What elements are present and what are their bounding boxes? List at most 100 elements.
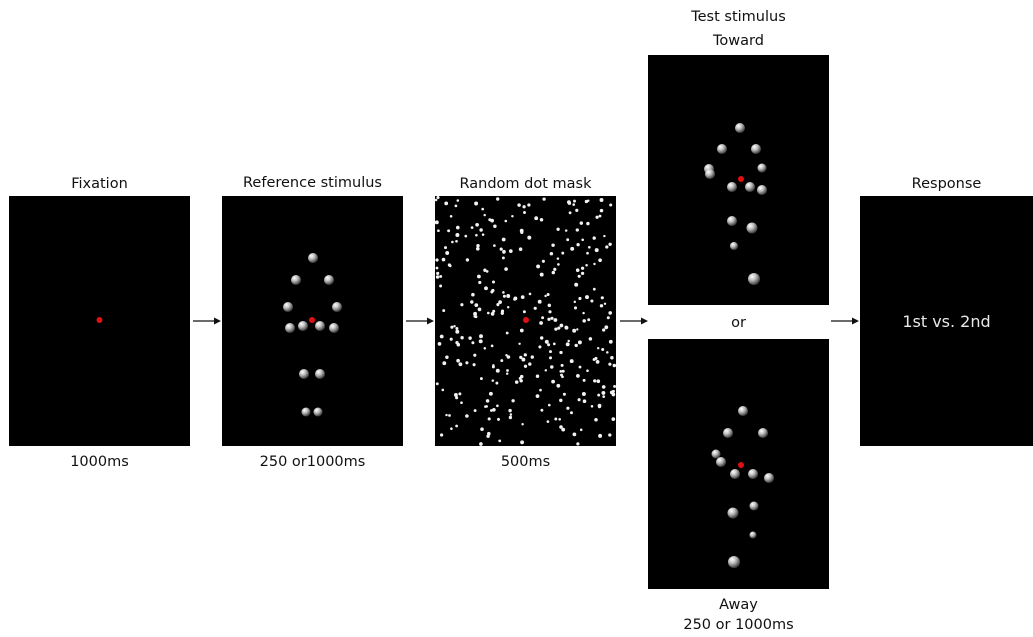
mask-dot (521, 422, 524, 426)
reference-sphere (283, 302, 293, 312)
mask-dot (554, 327, 558, 331)
mask-dot (596, 379, 601, 384)
mask-dot (460, 303, 464, 307)
toward-sphere (757, 163, 767, 173)
mask-dot (444, 246, 447, 250)
mask-dot (477, 274, 481, 279)
fixation-dot (96, 317, 103, 323)
mask-dot (505, 372, 509, 375)
mask-dot (608, 242, 612, 246)
mask-dot (478, 339, 483, 344)
mask-dot (561, 375, 564, 379)
reference-fixation-dot (309, 317, 315, 323)
mask-dot (542, 197, 546, 201)
reference-sphere (313, 407, 323, 417)
mask-dot (496, 404, 499, 408)
mask-dot (577, 340, 582, 345)
mask-dot (556, 227, 560, 231)
mask-dot (598, 258, 602, 263)
mask-dot (522, 205, 526, 209)
toward-sphere (757, 185, 767, 195)
mask-dot (521, 357, 526, 362)
mask-dot (588, 337, 593, 341)
mask-dot (479, 334, 483, 339)
mask-dot (572, 432, 577, 437)
mask-dot (539, 272, 544, 277)
mask-dot (490, 344, 494, 348)
away-sphere (748, 469, 758, 479)
mask-dot (488, 218, 492, 222)
mask-dot (587, 199, 590, 203)
mask-dot (479, 377, 483, 381)
mask-dot (598, 214, 602, 218)
mask-dot (453, 392, 458, 397)
mask-dot (481, 207, 485, 211)
mask-dot (439, 334, 444, 339)
mask-dot (608, 433, 612, 437)
mask-dot (573, 306, 578, 310)
mask-dot (535, 374, 540, 378)
mask-dot (518, 247, 523, 251)
mask-dot (539, 218, 544, 222)
mask-dot (445, 251, 450, 255)
mask-dot (553, 318, 558, 322)
mask-dot (508, 415, 513, 420)
mask-dot (590, 299, 594, 303)
mask-dot (436, 271, 440, 275)
mask-dot (499, 247, 503, 251)
mask-dot (491, 379, 495, 382)
mask-dot (575, 228, 579, 232)
mask-dot (541, 259, 545, 263)
mask-dot (559, 323, 564, 328)
reference-sphere (298, 321, 308, 331)
mask-dot (435, 198, 438, 202)
mask-dot (458, 362, 463, 367)
mask-dot (582, 311, 585, 315)
fixation-scene (96, 317, 103, 323)
mask-dot (570, 411, 573, 415)
mask-dot (493, 244, 496, 247)
fixation-duration: 1000ms (70, 454, 129, 470)
mask-dot (579, 428, 583, 432)
mask-dot (597, 393, 601, 397)
mask-dot (458, 392, 462, 396)
mask-dot (445, 355, 449, 359)
mask-dot (551, 270, 556, 275)
mask-dot (439, 433, 444, 437)
mask-dot (486, 311, 490, 315)
mask-dot (601, 390, 606, 395)
mask-dot (471, 341, 475, 345)
mask-dot (474, 201, 479, 206)
mask-dot (455, 424, 458, 428)
mask-dot (439, 284, 443, 288)
toward-fixation-dot (738, 176, 744, 182)
mask-dot (455, 233, 460, 237)
mask-dot (474, 303, 479, 307)
mask-dot (590, 405, 594, 408)
mask-dot (576, 442, 580, 446)
mask-dot (547, 317, 551, 321)
mask-dot (574, 282, 579, 287)
away-sphere (716, 457, 726, 467)
mask-dot (581, 238, 585, 242)
mask-dot (442, 309, 446, 313)
reference-sphere (329, 323, 339, 333)
mask-dot (544, 369, 548, 372)
toward-point-light-walker (704, 123, 767, 285)
reference-duration: 250 or1000ms (259, 454, 366, 470)
mask-dot (552, 342, 556, 346)
mask-dot (520, 295, 525, 299)
mask-dot (519, 374, 524, 379)
mask-title: Random dot mask (459, 176, 592, 192)
mask-dot (448, 414, 451, 417)
mask-dot (520, 440, 525, 445)
mask-dot (465, 361, 469, 365)
arrow-reference-to-mask (406, 317, 434, 325)
mask-dot (580, 271, 585, 276)
mask-dot (560, 363, 564, 367)
mask-dot (495, 368, 500, 373)
mask-dot (609, 203, 613, 207)
mask-dot (487, 417, 491, 421)
mask-dot (441, 257, 446, 262)
mask-dot (568, 211, 572, 215)
